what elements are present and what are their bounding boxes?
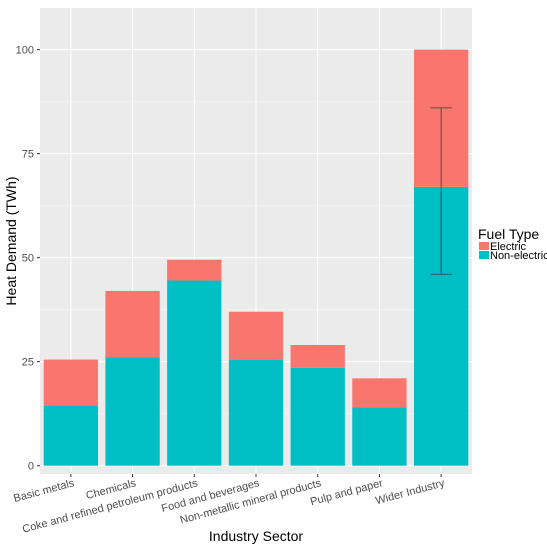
y-axis-title: Heat Demand (TWh) bbox=[3, 176, 19, 305]
bars bbox=[43, 49, 469, 466]
bar-non-electric bbox=[228, 359, 284, 466]
bar-electric bbox=[228, 311, 284, 360]
bar-electric bbox=[352, 378, 407, 408]
legend-key-electric bbox=[479, 242, 489, 250]
y-tick-label: 50 bbox=[22, 253, 34, 265]
y-tick-label: 75 bbox=[22, 149, 34, 161]
bar-electric bbox=[290, 345, 345, 368]
y-tick-label: 25 bbox=[22, 357, 34, 369]
bar-non-electric bbox=[167, 280, 222, 466]
bar-non-electric bbox=[352, 407, 407, 466]
legend-label-non-electric: Non-electric bbox=[490, 250, 547, 262]
x-axis-title: Industry Sector bbox=[209, 528, 303, 544]
y-tick-label: 0 bbox=[28, 461, 34, 473]
bar-non-electric bbox=[43, 405, 99, 466]
legend-key-non-electric bbox=[479, 251, 489, 259]
y-tick-label: 100 bbox=[16, 45, 34, 57]
bar-electric bbox=[167, 259, 222, 281]
legend: Fuel Type Electric Non-electric bbox=[478, 226, 547, 262]
bar-non-electric bbox=[105, 357, 160, 466]
bar-electric bbox=[43, 359, 99, 406]
error-bar bbox=[430, 107, 453, 275]
legend-title: Fuel Type bbox=[478, 226, 539, 242]
legend-label-electric: Electric bbox=[490, 241, 527, 253]
bar-electric bbox=[105, 290, 160, 358]
bar-non-electric bbox=[290, 367, 345, 466]
x-tick-label: Wider Industry bbox=[374, 477, 446, 507]
y-axis: 0 25 50 75 100 bbox=[16, 45, 40, 473]
x-tick-label: Basic metals bbox=[12, 477, 76, 505]
